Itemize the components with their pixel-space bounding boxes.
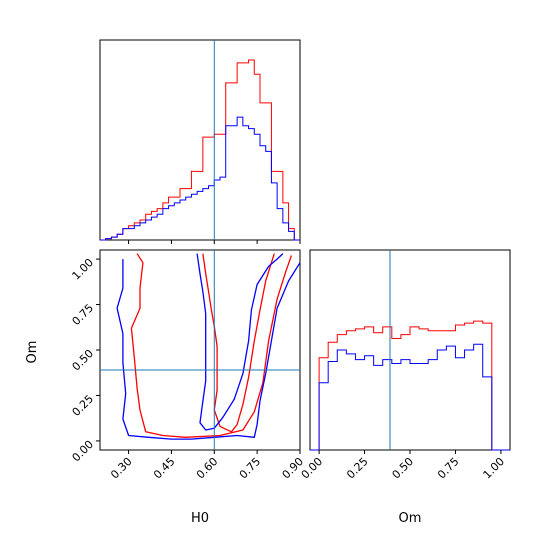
tick-marks	[96, 240, 502, 454]
contour-line	[116, 259, 301, 440]
x-axis-label-om: Om	[399, 511, 422, 526]
x-tick-label-h0: 0.60	[194, 455, 221, 482]
x-tick-label-om: 1.00	[481, 455, 508, 482]
y-tick-label-om: 0.75	[70, 301, 97, 328]
y-tick-label-om: 1.00	[70, 256, 97, 283]
contour-line	[202, 253, 275, 433]
contour-line	[130, 253, 293, 438]
x-tick-label-h0: 0.75	[237, 455, 264, 482]
x-tick-label-om: 0.75	[435, 455, 462, 482]
om-histogram	[310, 320, 510, 451]
contour-line	[196, 253, 284, 431]
hist-step-blue	[310, 343, 510, 451]
x-tick-label-h0: 0.30	[108, 455, 135, 482]
y-tick-label-om: 0.00	[70, 438, 97, 465]
x-tick-label-om: 0.50	[390, 455, 417, 482]
truth-lines	[100, 40, 391, 450]
y-axis-label-om: Om	[25, 341, 40, 364]
hist-step-blue	[100, 116, 300, 241]
x-tick-label-om: 0.00	[299, 455, 326, 482]
hist-step-red	[100, 59, 300, 241]
h0-om-contours	[116, 253, 301, 440]
y-tick-label-om: 0.50	[70, 347, 97, 374]
h0-histogram	[100, 59, 300, 241]
x-axis-label-h0: H0	[191, 511, 209, 526]
h0-hist-frame	[99, 39, 301, 241]
y-tick-label-om: 0.25	[70, 392, 97, 419]
x-tick-label-om: 0.25	[344, 455, 371, 482]
x-tick-label-h0: 0.45	[151, 455, 178, 482]
hist-step-red	[310, 320, 510, 451]
